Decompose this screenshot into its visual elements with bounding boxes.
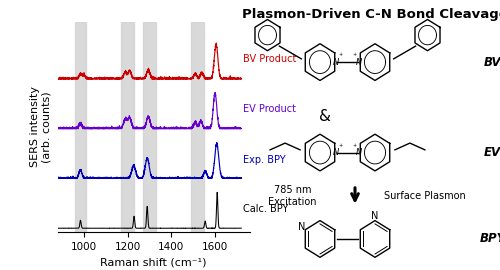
Text: $^+$: $^+$ [338, 53, 344, 59]
Text: $^+$: $^+$ [351, 144, 358, 150]
Text: &: & [319, 109, 331, 124]
Text: N: N [372, 211, 378, 221]
Text: $N$: $N$ [355, 56, 363, 67]
Bar [121, 22, 134, 232]
Text: N: N [298, 222, 305, 232]
Text: 785 nm
Excitation: 785 nm Excitation [268, 185, 317, 207]
Text: $^+$: $^+$ [351, 53, 358, 59]
Text: EV: EV [484, 146, 500, 159]
Text: BV: BV [484, 56, 500, 69]
Text: $N$: $N$ [355, 146, 363, 157]
X-axis label: Raman shift (cm⁻¹): Raman shift (cm⁻¹) [100, 258, 207, 268]
Bar [75, 22, 86, 232]
Text: Plasmon-Driven C-N Bond Cleavage: Plasmon-Driven C-N Bond Cleavage [242, 8, 500, 21]
Y-axis label: SERS intensity
(arb. counts): SERS intensity (arb. counts) [30, 86, 52, 167]
Text: $^+$: $^+$ [338, 144, 344, 150]
Text: Surface Plasmon: Surface Plasmon [384, 191, 466, 201]
Text: BPY: BPY [480, 232, 500, 245]
Text: $N$: $N$ [332, 146, 340, 157]
Text: Calc. BPY: Calc. BPY [244, 204, 289, 214]
Text: BV Product: BV Product [244, 54, 297, 64]
Bar [191, 22, 204, 232]
Bar [143, 22, 156, 232]
Text: Exp. BPY: Exp. BPY [244, 154, 286, 164]
Text: $N$: $N$ [332, 56, 340, 67]
Text: EV Product: EV Product [244, 104, 296, 114]
